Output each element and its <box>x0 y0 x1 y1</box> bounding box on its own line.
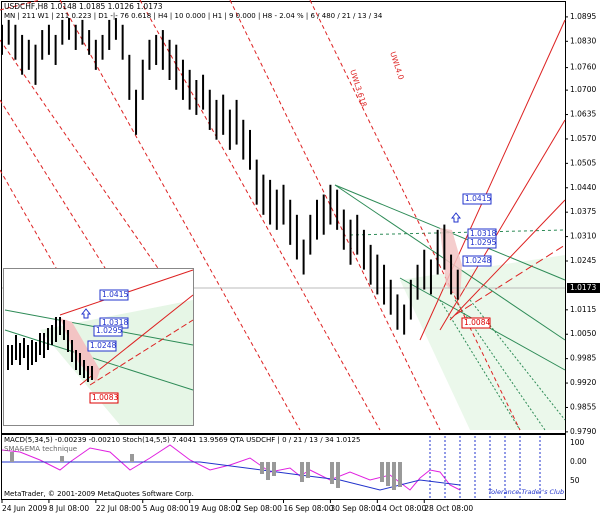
last-price-box <box>567 283 600 293</box>
footer: MetaTrader, © 2001-2009 MetaQuotes Softw… <box>4 490 194 498</box>
y-tick-label: 1.0245 <box>570 256 596 265</box>
price-label: 1.0248 <box>465 256 491 265</box>
fib-lines-part <box>454 244 566 316</box>
channel-part <box>439 299 521 431</box>
price-box <box>461 317 491 329</box>
inset-price-label: 1.0083 <box>92 393 118 402</box>
y-tick-label: 0.9855 <box>570 402 596 411</box>
x-tick-label: 28 Oct 08:00 <box>424 504 473 513</box>
x-tick-label: 22 Jul 08:00 <box>96 504 141 513</box>
y-tick-label: 0.9920 <box>570 378 596 387</box>
inset-price-box <box>93 325 123 337</box>
fib-lines-part <box>139 0 381 431</box>
y-tick-label: 0.9790 <box>570 427 596 436</box>
inset-part <box>40 300 193 425</box>
credit: Tolerance Trader's Club <box>488 488 564 496</box>
indicator-label: 0.00 <box>570 457 587 466</box>
axes: 1.0895 1.0830 1.0760 1.0700 1.0635 1.0570 1.05… <box>1 12 596 513</box>
price-label: 1.0084 <box>464 318 490 327</box>
price-box <box>462 255 492 267</box>
fib-lines-part <box>439 119 566 331</box>
inset-price-label: 1.0248 <box>90 341 116 350</box>
fib-lines-part <box>229 0 441 431</box>
x-tick-label: 16 Sep 08:00 <box>284 504 334 513</box>
fib-lines-part <box>59 0 301 431</box>
indicator-frame <box>1 434 566 500</box>
price-box <box>462 193 492 205</box>
bars <box>1 18 459 335</box>
y-tick-label: 1.0375 <box>570 207 596 216</box>
indicator-part <box>10 452 402 490</box>
indicator-label: 50 <box>570 476 580 485</box>
y-tick-label: 1.0830 <box>570 36 596 45</box>
x-tick-label: 14 Oct 08:00 <box>377 504 426 513</box>
inset-part <box>80 308 92 319</box>
fib-lines <box>0 0 566 431</box>
price-label: 1.0415 <box>465 194 491 203</box>
y-tick-label: 1.0635 <box>570 110 596 119</box>
fib-lines-part <box>0 39 181 301</box>
inset-price-box <box>87 340 117 352</box>
inset-price-box <box>99 289 129 301</box>
y-tick-label: 1.0050 <box>570 329 596 338</box>
fib-lines-part <box>309 0 521 431</box>
fib-lines-part <box>419 19 566 341</box>
plot-frame <box>1 1 566 434</box>
inset-price-label: 1.0415 <box>102 290 128 299</box>
y-tick-label: 1.0700 <box>570 85 596 94</box>
channel-part <box>400 255 565 430</box>
price-label: 1.0318 <box>470 229 496 238</box>
y-tick-label: 1.0310 <box>570 232 596 241</box>
indicator <box>1 436 541 498</box>
inset-price-label: 1.0318 <box>102 318 128 327</box>
arrow-up <box>450 212 462 223</box>
y-tick-label: 1.0570 <box>570 134 596 143</box>
x-tick-label: 19 Aug 08:00 <box>190 504 241 513</box>
chart-title: USDCHF,H8 1.0148 1.0185 1.0126 1.0173 <box>4 2 163 11</box>
indicator-title: MACD(5,34,5) -0.00239 -0.00210 Stoch(14,… <box>4 436 360 444</box>
x-tick-label: 2 Sep 08:00 <box>237 504 283 513</box>
price-labels: 1.04151.03181.02951.02481.00841.04151.03… <box>87 193 497 404</box>
fib-lines-part <box>0 99 151 341</box>
indicator-subtitle: SMA&EMA technique <box>4 445 77 453</box>
fib-lines-part <box>449 199 566 321</box>
indicator-label: 100 <box>570 438 585 447</box>
price-label: 1.0295 <box>470 238 496 247</box>
inset-part <box>60 318 100 382</box>
chart-subtitle: MN | 211 W1 | 211 0.223 | D1 -|- 76 0.61… <box>4 12 383 20</box>
x-tick-label: 30 Sep 08:00 <box>330 504 380 513</box>
price-box <box>467 237 497 249</box>
inset-price-label: 1.0295 <box>96 326 122 335</box>
y-tick-label: 1.0895 <box>570 12 596 21</box>
x-tick-label: 5 Aug 08:00 <box>143 504 189 513</box>
last-price-label: 1.0173 <box>570 283 596 292</box>
inset-part <box>7 317 93 382</box>
inset-price-box <box>89 392 119 404</box>
y-tick-label: 1.0505 <box>570 158 596 167</box>
inset-part <box>4 329 194 391</box>
x-tick-label: 24 Jun 2009 <box>2 504 47 513</box>
y-tick-label: 1.0440 <box>570 183 596 192</box>
y-tick-label: 0.9985 <box>570 354 596 363</box>
x-tick-label: 8 Jul 08:00 <box>49 504 89 513</box>
inset-part <box>89 319 194 386</box>
y-tick-label: 1.0115 <box>570 305 596 314</box>
y-tick-label: 1.0760 <box>570 63 596 72</box>
